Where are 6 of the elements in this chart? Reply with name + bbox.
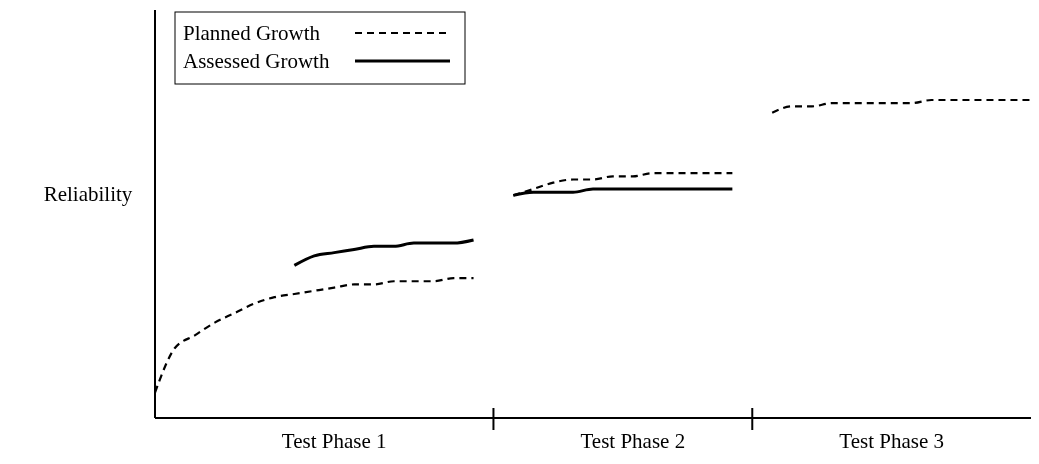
legend-label: Assessed Growth <box>183 49 330 73</box>
y-axis-title: Reliability <box>43 182 133 206</box>
legend-label: Planned Growth <box>183 21 321 45</box>
x-tick-label: Test Phase 1 <box>281 429 387 453</box>
x-tick-label: Test Phase 3 <box>839 429 944 453</box>
x-tick-label: Test Phase 2 <box>580 429 686 453</box>
